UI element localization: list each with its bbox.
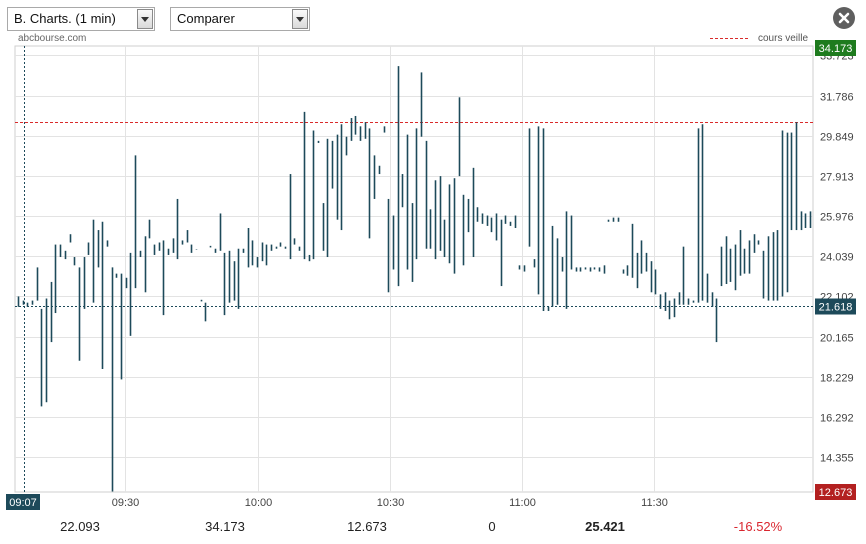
legend: cours veille bbox=[710, 33, 808, 44]
y-tick-label: 18.229 bbox=[820, 373, 854, 385]
x-tick-label: 11:00 bbox=[509, 497, 536, 509]
close-icon bbox=[838, 12, 850, 24]
compare-select[interactable]: Comparer bbox=[170, 7, 310, 31]
summary-bar: 22.093 34.173 12.673 0 25.421 -16.52% bbox=[0, 519, 866, 537]
source-label: abcbourse.com bbox=[18, 33, 87, 44]
high-marker-label: 34.173 bbox=[819, 43, 853, 55]
y-tick-label: 29.849 bbox=[820, 132, 854, 144]
y-tick-label: 25.976 bbox=[820, 212, 854, 224]
y-tick-label: 14.355 bbox=[820, 453, 854, 465]
x-tick-label: 09:30 bbox=[112, 497, 140, 509]
y-tick-label: 20.165 bbox=[820, 333, 854, 345]
y-tick-label: 16.292 bbox=[820, 413, 854, 425]
summary-value-2: 34.173 bbox=[205, 519, 245, 534]
summary-value-4: 0 bbox=[488, 519, 496, 534]
y-tick-label: 24.039 bbox=[820, 252, 854, 264]
chart-period-select-value: B. Charts. (1 min) bbox=[14, 11, 116, 26]
cursor-time-box bbox=[6, 494, 40, 510]
close-button[interactable] bbox=[833, 7, 855, 29]
current-price-marker-box bbox=[815, 298, 856, 315]
summary-value-3: 12.673 bbox=[347, 519, 387, 534]
x-tick-label: 11:30 bbox=[641, 497, 668, 509]
cursor-time-label: 09:07 bbox=[9, 497, 37, 509]
chevron-down-icon[interactable] bbox=[137, 9, 153, 29]
compare-select-value: Comparer bbox=[177, 11, 235, 26]
summary-value-1: 22.093 bbox=[60, 519, 100, 534]
previous-close-legend-swatch bbox=[710, 37, 748, 39]
low-marker-label: 12.673 bbox=[819, 487, 853, 499]
chart-period-select[interactable]: B. Charts. (1 min) bbox=[7, 7, 155, 31]
y-tick-label: 31.786 bbox=[820, 92, 854, 104]
previous-close-legend-label: cours veille bbox=[758, 33, 809, 44]
summary-value-5: 25.421 bbox=[585, 519, 625, 534]
chevron-down-icon[interactable] bbox=[292, 9, 308, 29]
x-tick-label: 10:00 bbox=[245, 497, 273, 509]
current-price-marker-label: 21.618 bbox=[819, 302, 853, 314]
high-marker-box bbox=[815, 40, 856, 56]
y-tick-label: 27.913 bbox=[820, 172, 854, 184]
x-tick-label: 10:30 bbox=[377, 497, 405, 509]
summary-value-6: -16.52% bbox=[733, 519, 783, 534]
low-marker-box bbox=[815, 484, 856, 500]
